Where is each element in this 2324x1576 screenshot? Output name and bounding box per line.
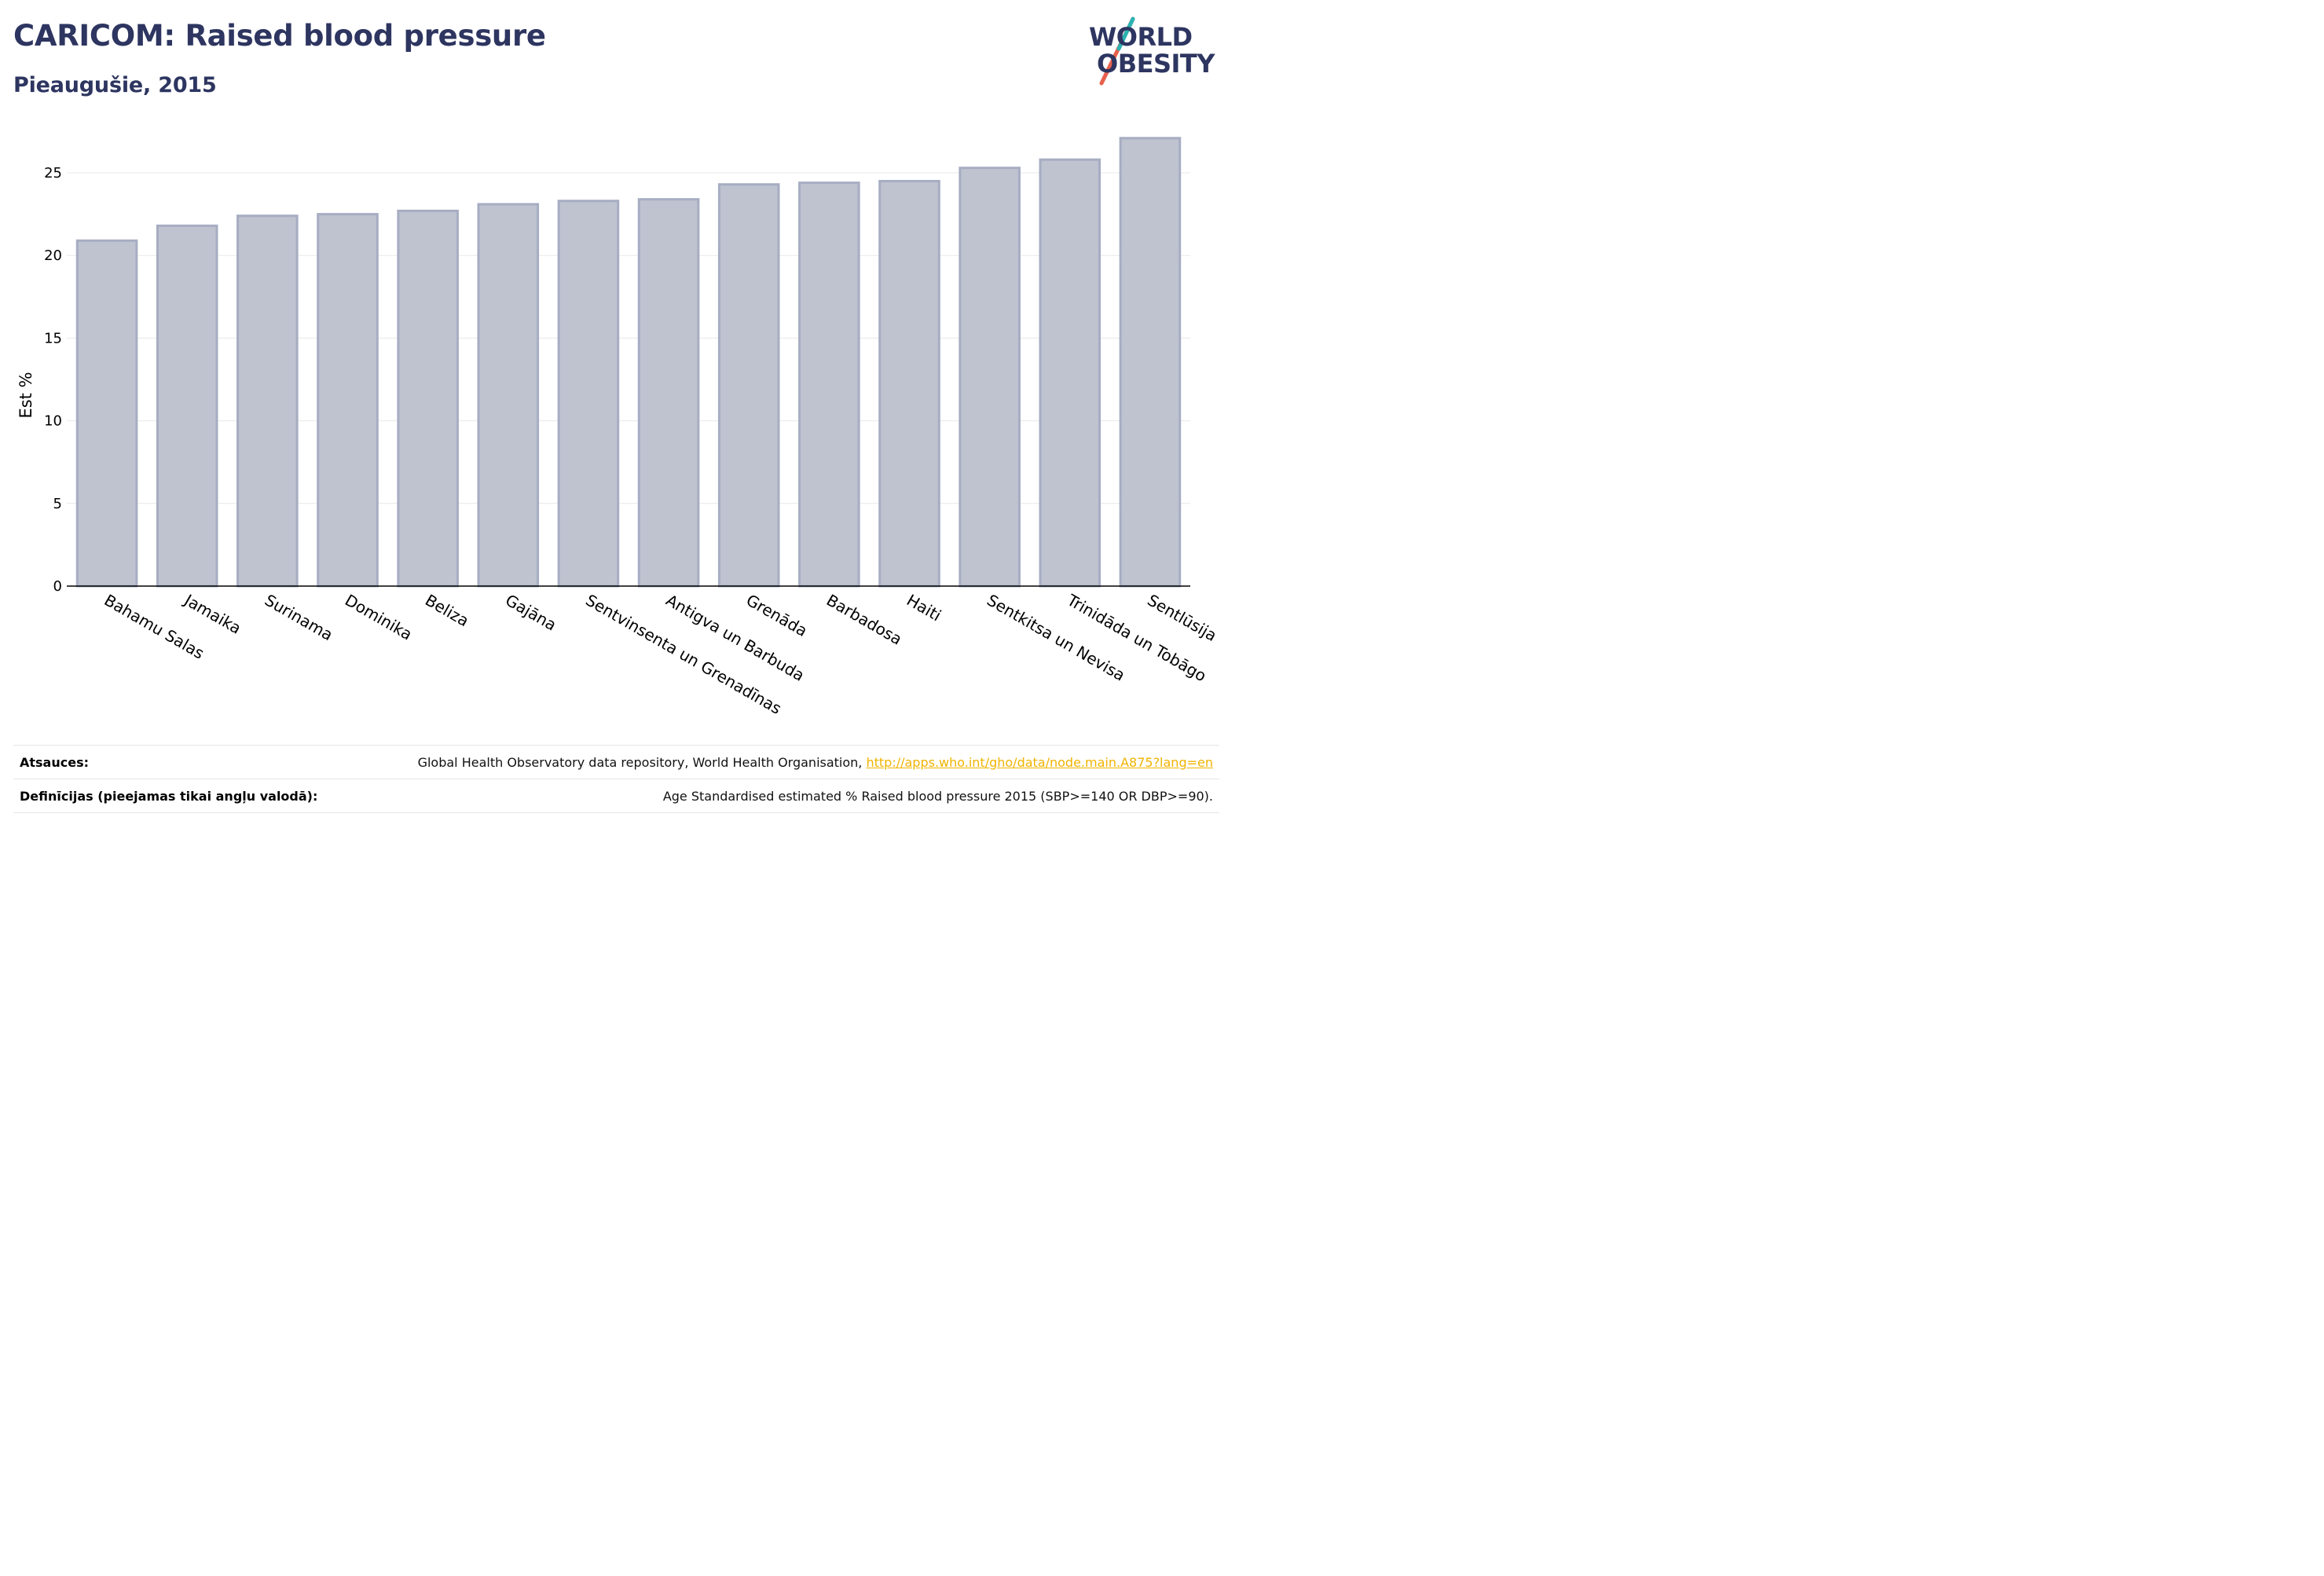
y-axis-title: Est % bbox=[16, 372, 35, 418]
world-obesity-logo: WORLD OBESITY bbox=[1084, 14, 1222, 89]
sources-link[interactable]: http://apps.who.int/gho/data/node.main.A… bbox=[866, 755, 1213, 770]
x-tick-label: Dominika bbox=[342, 591, 416, 644]
definitions-value: Age Standardised estimated % Raised bloo… bbox=[662, 789, 1213, 804]
bar[interactable] bbox=[156, 224, 218, 588]
bar[interactable] bbox=[236, 214, 299, 588]
bar[interactable] bbox=[75, 239, 138, 588]
bar[interactable] bbox=[798, 181, 860, 588]
bar[interactable] bbox=[477, 203, 540, 588]
y-tick-label: 15 bbox=[44, 330, 62, 346]
x-tick-label: Barbadosa bbox=[823, 591, 905, 649]
chart-title: CARICOM: Raised blood pressure bbox=[13, 19, 546, 53]
x-tick-label: Haiti bbox=[904, 591, 944, 625]
logo-line-1: WORLD bbox=[1089, 22, 1193, 52]
logo-slash-icon bbox=[1099, 16, 1135, 86]
definitions-label: Definīcijas (pieejamas tikai angļu valod… bbox=[20, 789, 318, 804]
x-tick-label: Surinama bbox=[262, 591, 336, 645]
bar[interactable] bbox=[1039, 158, 1102, 588]
x-tick-label: Sentkitsa un Nevisa bbox=[984, 591, 1128, 685]
y-tick-label: 5 bbox=[53, 496, 62, 512]
bar[interactable] bbox=[557, 200, 620, 588]
y-tick-label: 25 bbox=[44, 165, 62, 181]
x-tick-label: Beliza bbox=[422, 591, 472, 631]
bar[interactable] bbox=[959, 167, 1021, 588]
sources-label: Atsauces: bbox=[20, 755, 89, 770]
definitions-row: Definīcijas (pieejamas tikai angļu valod… bbox=[13, 779, 1219, 813]
bar[interactable] bbox=[397, 209, 459, 588]
bar[interactable] bbox=[1119, 137, 1182, 588]
sources-row: Atsauces: Global Health Observatory data… bbox=[13, 745, 1219, 779]
x-tick-label: Gajāna bbox=[502, 591, 559, 635]
logo-line-2: OBESITY bbox=[1097, 49, 1215, 79]
x-tick-label: Grenāda bbox=[743, 591, 811, 641]
x-tick-label: Jamaika bbox=[180, 590, 244, 638]
sources-value: Global Health Observatory data repositor… bbox=[418, 755, 1213, 770]
x-tick-label: Trinidāda un Tobāgo bbox=[1063, 590, 1209, 685]
x-tick-label: Sentlūsija bbox=[1144, 591, 1219, 646]
sources-text: Global Health Observatory data repositor… bbox=[417, 755, 867, 770]
chart-subtitle: Pieaugušie, 2015 bbox=[13, 73, 217, 97]
y-tick-label: 20 bbox=[44, 247, 62, 264]
y-tick-label: 0 bbox=[53, 578, 62, 595]
bar[interactable] bbox=[637, 198, 700, 588]
bar[interactable] bbox=[878, 180, 940, 588]
x-tick-label: Antigva un Barbuda bbox=[663, 591, 808, 685]
bar[interactable] bbox=[717, 183, 780, 588]
bar[interactable] bbox=[317, 213, 379, 588]
y-tick-label: 10 bbox=[44, 413, 62, 430]
